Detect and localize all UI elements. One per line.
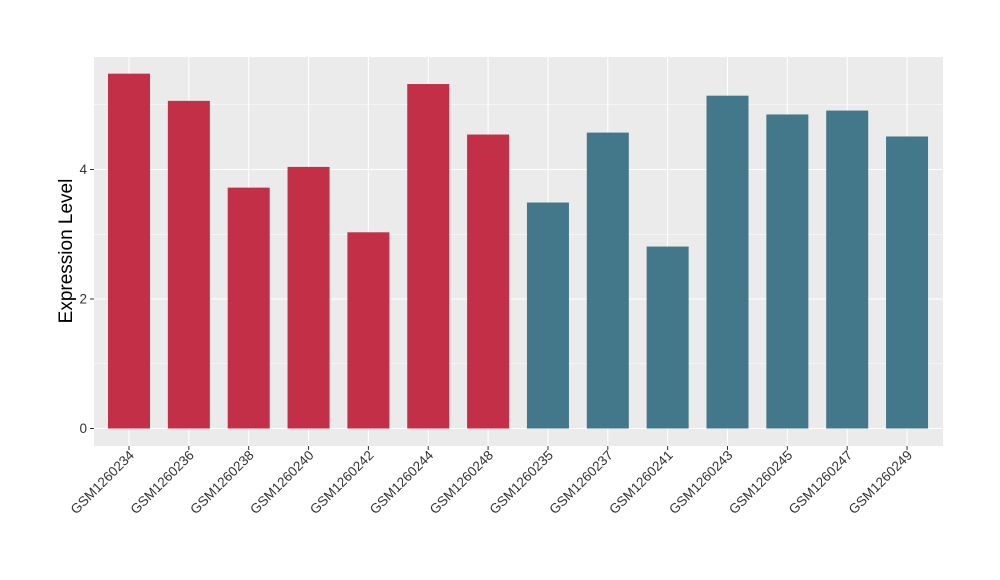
bar-GSM1260241	[646, 246, 689, 429]
panel-background	[94, 57, 943, 446]
bar-GSM1260244	[407, 84, 450, 429]
bar-GSM1260234	[108, 73, 150, 429]
bar-GSM1260245	[766, 114, 809, 429]
bars	[108, 73, 929, 429]
bar-GSM1260238	[227, 187, 270, 429]
bar-GSM1260243	[706, 95, 749, 429]
bar-GSM1260237	[586, 132, 629, 429]
x-tick-label: GSM1260249	[846, 448, 916, 518]
x-axis: GSM1260234GSM1260236GSM1260238GSM1260240…	[68, 446, 916, 518]
y-axis: 0 2 4	[79, 162, 94, 436]
bar-GSM1260249	[886, 136, 929, 429]
bar-GSM1260247	[826, 110, 869, 429]
bar-GSM1260248	[467, 134, 510, 429]
y-axis-title: Expression Level	[56, 179, 77, 324]
bar-GSM1260236	[167, 100, 210, 429]
y-tick-label: 4	[79, 162, 87, 177]
y-tick-label: 2	[79, 292, 87, 307]
bar-GSM1260240	[287, 166, 330, 429]
bar-GSM1260242	[347, 232, 390, 429]
bar-GSM1260235	[526, 202, 569, 429]
y-tick-label: 0	[79, 421, 87, 436]
